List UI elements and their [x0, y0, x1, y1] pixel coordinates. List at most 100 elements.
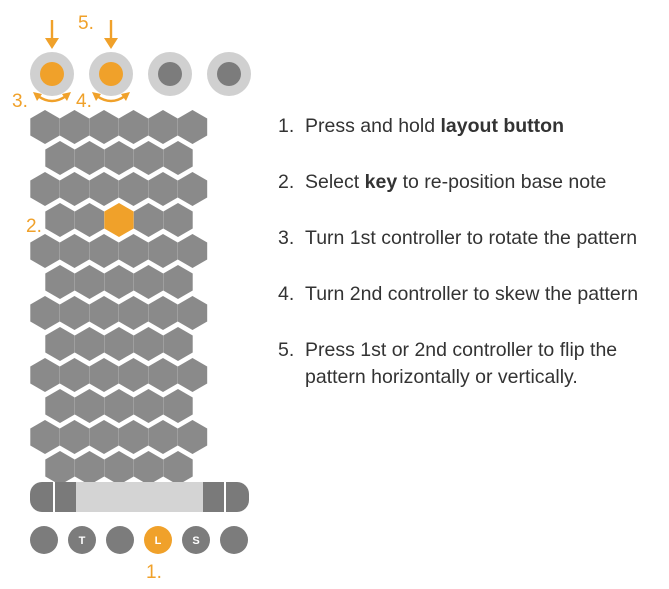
callout-4: 4. [76, 91, 92, 112]
hex-key[interactable] [74, 203, 105, 237]
hex-key[interactable] [148, 358, 178, 392]
hex-key[interactable] [163, 389, 193, 423]
hex-key[interactable] [59, 296, 90, 330]
rotate-arrow-heads [33, 92, 130, 101]
hex-key[interactable] [177, 110, 208, 144]
hex-key[interactable] [133, 203, 164, 237]
hex-key[interactable] [89, 358, 119, 392]
step-number: 5. [278, 339, 295, 361]
controller-1[interactable] [30, 52, 74, 96]
step-number: 3. [278, 227, 295, 249]
hex-key[interactable] [45, 389, 75, 423]
step-text: Turn 2nd controller to skew the pattern [305, 283, 639, 305]
touch-strip[interactable] [30, 482, 249, 512]
hex-key[interactable] [45, 327, 75, 361]
hex-key[interactable] [133, 141, 164, 175]
hex-key[interactable] [74, 141, 105, 175]
hex-key[interactable] [104, 327, 134, 361]
button-t[interactable]: T [68, 526, 96, 554]
button-label: S [192, 535, 199, 547]
controller-3[interactable] [148, 52, 192, 96]
step-text: Select [305, 171, 365, 193]
hex-key[interactable] [104, 451, 134, 485]
hex-key[interactable] [74, 265, 105, 299]
hex-key[interactable] [163, 265, 193, 299]
hex-key[interactable] [104, 389, 134, 423]
hex-key[interactable] [177, 358, 208, 392]
instruction-step-3: 3. Turn 1st controller to rotate the patt… [278, 225, 663, 252]
hex-key[interactable] [163, 327, 193, 361]
button-1[interactable] [30, 526, 58, 554]
hex-key[interactable] [177, 296, 208, 330]
hex-key[interactable] [89, 172, 119, 206]
hex-key[interactable] [74, 451, 105, 485]
hex-key[interactable] [30, 172, 60, 206]
hex-key[interactable] [177, 172, 208, 206]
button-l[interactable]: L [144, 526, 172, 554]
hex-key[interactable] [104, 265, 134, 299]
hex-key[interactable] [133, 451, 164, 485]
press-arrows [45, 20, 118, 49]
instruction-step-4: 4. Turn 2nd controller to skew the patter… [278, 281, 663, 308]
hex-key[interactable] [133, 265, 164, 299]
hex-key[interactable] [89, 420, 119, 454]
controller-knob [217, 62, 241, 86]
hex-key[interactable] [30, 358, 60, 392]
hex-key[interactable] [30, 420, 60, 454]
controller-row [30, 52, 251, 96]
hex-key[interactable] [45, 141, 75, 175]
hex-key[interactable] [45, 203, 75, 237]
button-6[interactable] [220, 526, 248, 554]
step-number: 2. [278, 171, 295, 193]
hex-key[interactable] [133, 327, 164, 361]
button-s[interactable]: S [182, 526, 210, 554]
hex-key[interactable] [59, 110, 90, 144]
hex-key[interactable] [148, 296, 178, 330]
hex-key[interactable] [148, 420, 178, 454]
emphasis-text: key [364, 171, 398, 193]
hex-key[interactable] [118, 296, 149, 330]
hex-key[interactable] [59, 358, 90, 392]
hex-key[interactable] [148, 234, 178, 268]
hex-key[interactable] [30, 234, 60, 268]
hex-key[interactable] [74, 327, 105, 361]
hex-key[interactable] [177, 234, 208, 268]
hex-key[interactable] [59, 234, 90, 268]
base-note-key[interactable] [104, 203, 134, 237]
hex-key[interactable] [30, 296, 60, 330]
instruction-step-1: 1. Press and hold layout button [278, 113, 663, 140]
hex-key[interactable] [118, 420, 149, 454]
button-3[interactable] [106, 526, 134, 554]
hex-key[interactable] [89, 110, 119, 144]
hex-key[interactable] [133, 389, 164, 423]
hex-key[interactable] [45, 265, 75, 299]
hex-key[interactable] [148, 110, 178, 144]
hex-key[interactable] [118, 110, 149, 144]
hex-key[interactable] [163, 451, 193, 485]
hex-key[interactable] [89, 234, 119, 268]
callout-2: 2. [26, 216, 42, 237]
hex-key[interactable] [59, 420, 90, 454]
hex-key[interactable] [89, 296, 119, 330]
hex-key[interactable] [118, 172, 149, 206]
hex-key[interactable] [118, 234, 149, 268]
controller-knob [158, 62, 182, 86]
hex-key[interactable] [74, 389, 105, 423]
callout-5: 5. [78, 13, 94, 34]
controller-2[interactable] [89, 52, 133, 96]
hex-key[interactable] [59, 172, 90, 206]
hex-key[interactable] [45, 451, 75, 485]
hex-key[interactable] [163, 203, 193, 237]
step-text: Turn 1st controller to rotate the patter… [305, 227, 638, 249]
hex-key[interactable] [104, 141, 134, 175]
hex-key[interactable] [177, 420, 208, 454]
hex-key[interactable] [148, 172, 178, 206]
callout-3: 3. [12, 91, 28, 112]
controller-knob [99, 62, 123, 86]
controller-4[interactable] [207, 52, 251, 96]
hex-key[interactable] [118, 358, 149, 392]
hex-key[interactable] [30, 110, 60, 144]
hex-key[interactable] [163, 141, 193, 175]
step-text: Press 1st or 2nd controller to flip the … [305, 339, 618, 388]
